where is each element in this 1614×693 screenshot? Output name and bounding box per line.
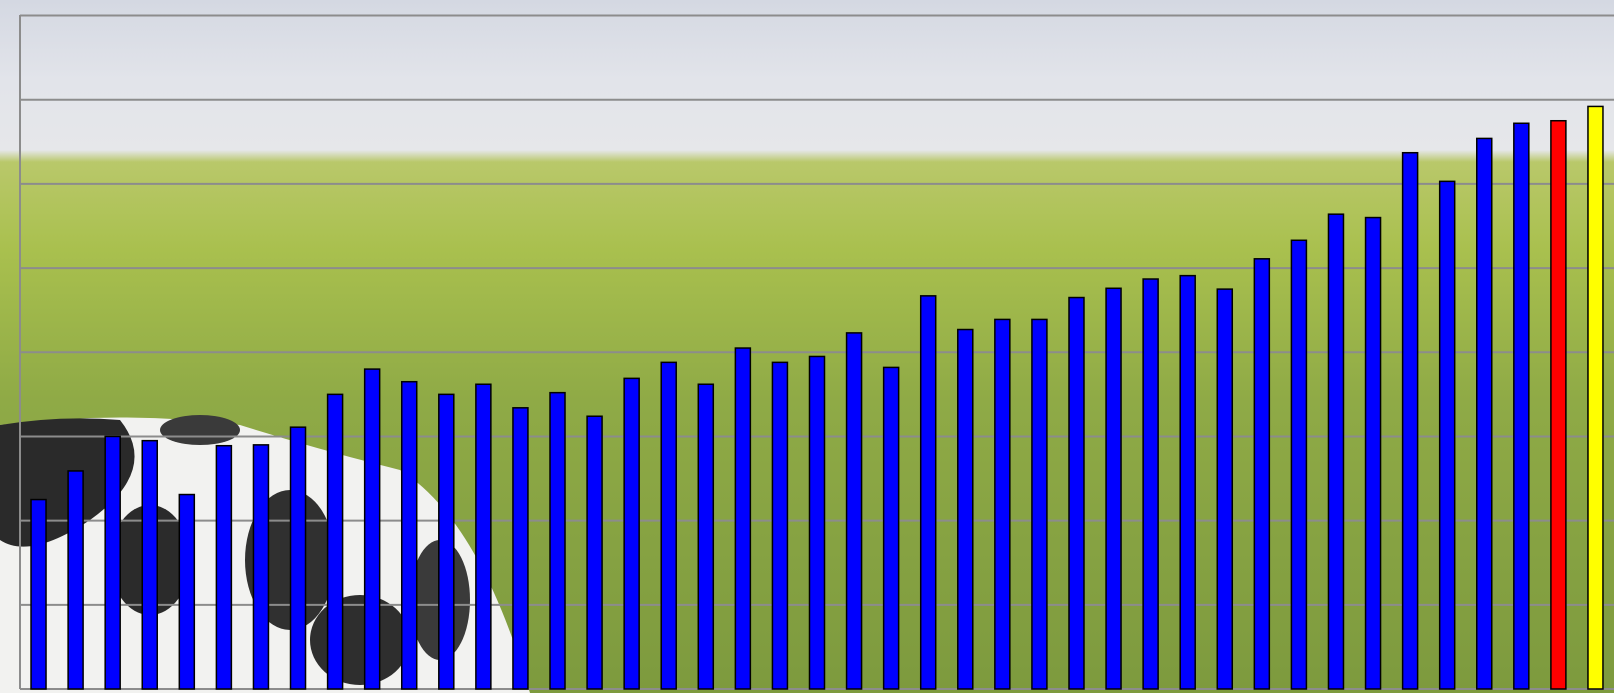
bar — [1401, 151, 1419, 690]
bar — [549, 391, 566, 690]
bar — [1142, 278, 1159, 690]
bar — [400, 380, 418, 690]
bar — [919, 295, 937, 690]
bar — [215, 444, 233, 690]
bar — [252, 444, 270, 690]
bar — [1587, 105, 1604, 690]
bar — [104, 435, 121, 690]
bar — [1476, 137, 1493, 690]
bar — [475, 383, 492, 690]
bar — [141, 439, 158, 690]
bar — [1105, 287, 1122, 690]
bar — [586, 415, 603, 690]
bar — [697, 383, 715, 690]
bar — [30, 498, 47, 690]
bar — [178, 493, 196, 690]
bar — [771, 361, 789, 690]
bar — [1253, 258, 1271, 690]
bar — [326, 393, 344, 690]
bar — [994, 318, 1011, 690]
bar — [1513, 122, 1530, 690]
bar — [363, 368, 381, 690]
bar — [1031, 318, 1048, 690]
bar — [512, 407, 529, 690]
bar — [1179, 274, 1196, 690]
bar — [1364, 216, 1382, 690]
bar — [67, 470, 84, 690]
bar — [1216, 288, 1234, 690]
bar — [957, 328, 974, 690]
bar — [1327, 213, 1345, 690]
bar — [1550, 119, 1567, 690]
bar — [808, 355, 826, 690]
bar — [289, 426, 307, 690]
bar — [734, 347, 752, 690]
bar — [1068, 296, 1085, 690]
bar — [623, 377, 640, 690]
bar — [1290, 239, 1308, 690]
bar — [1438, 180, 1456, 690]
bar — [660, 361, 677, 690]
bar — [845, 332, 863, 690]
bar — [438, 393, 455, 690]
bar — [882, 366, 900, 690]
